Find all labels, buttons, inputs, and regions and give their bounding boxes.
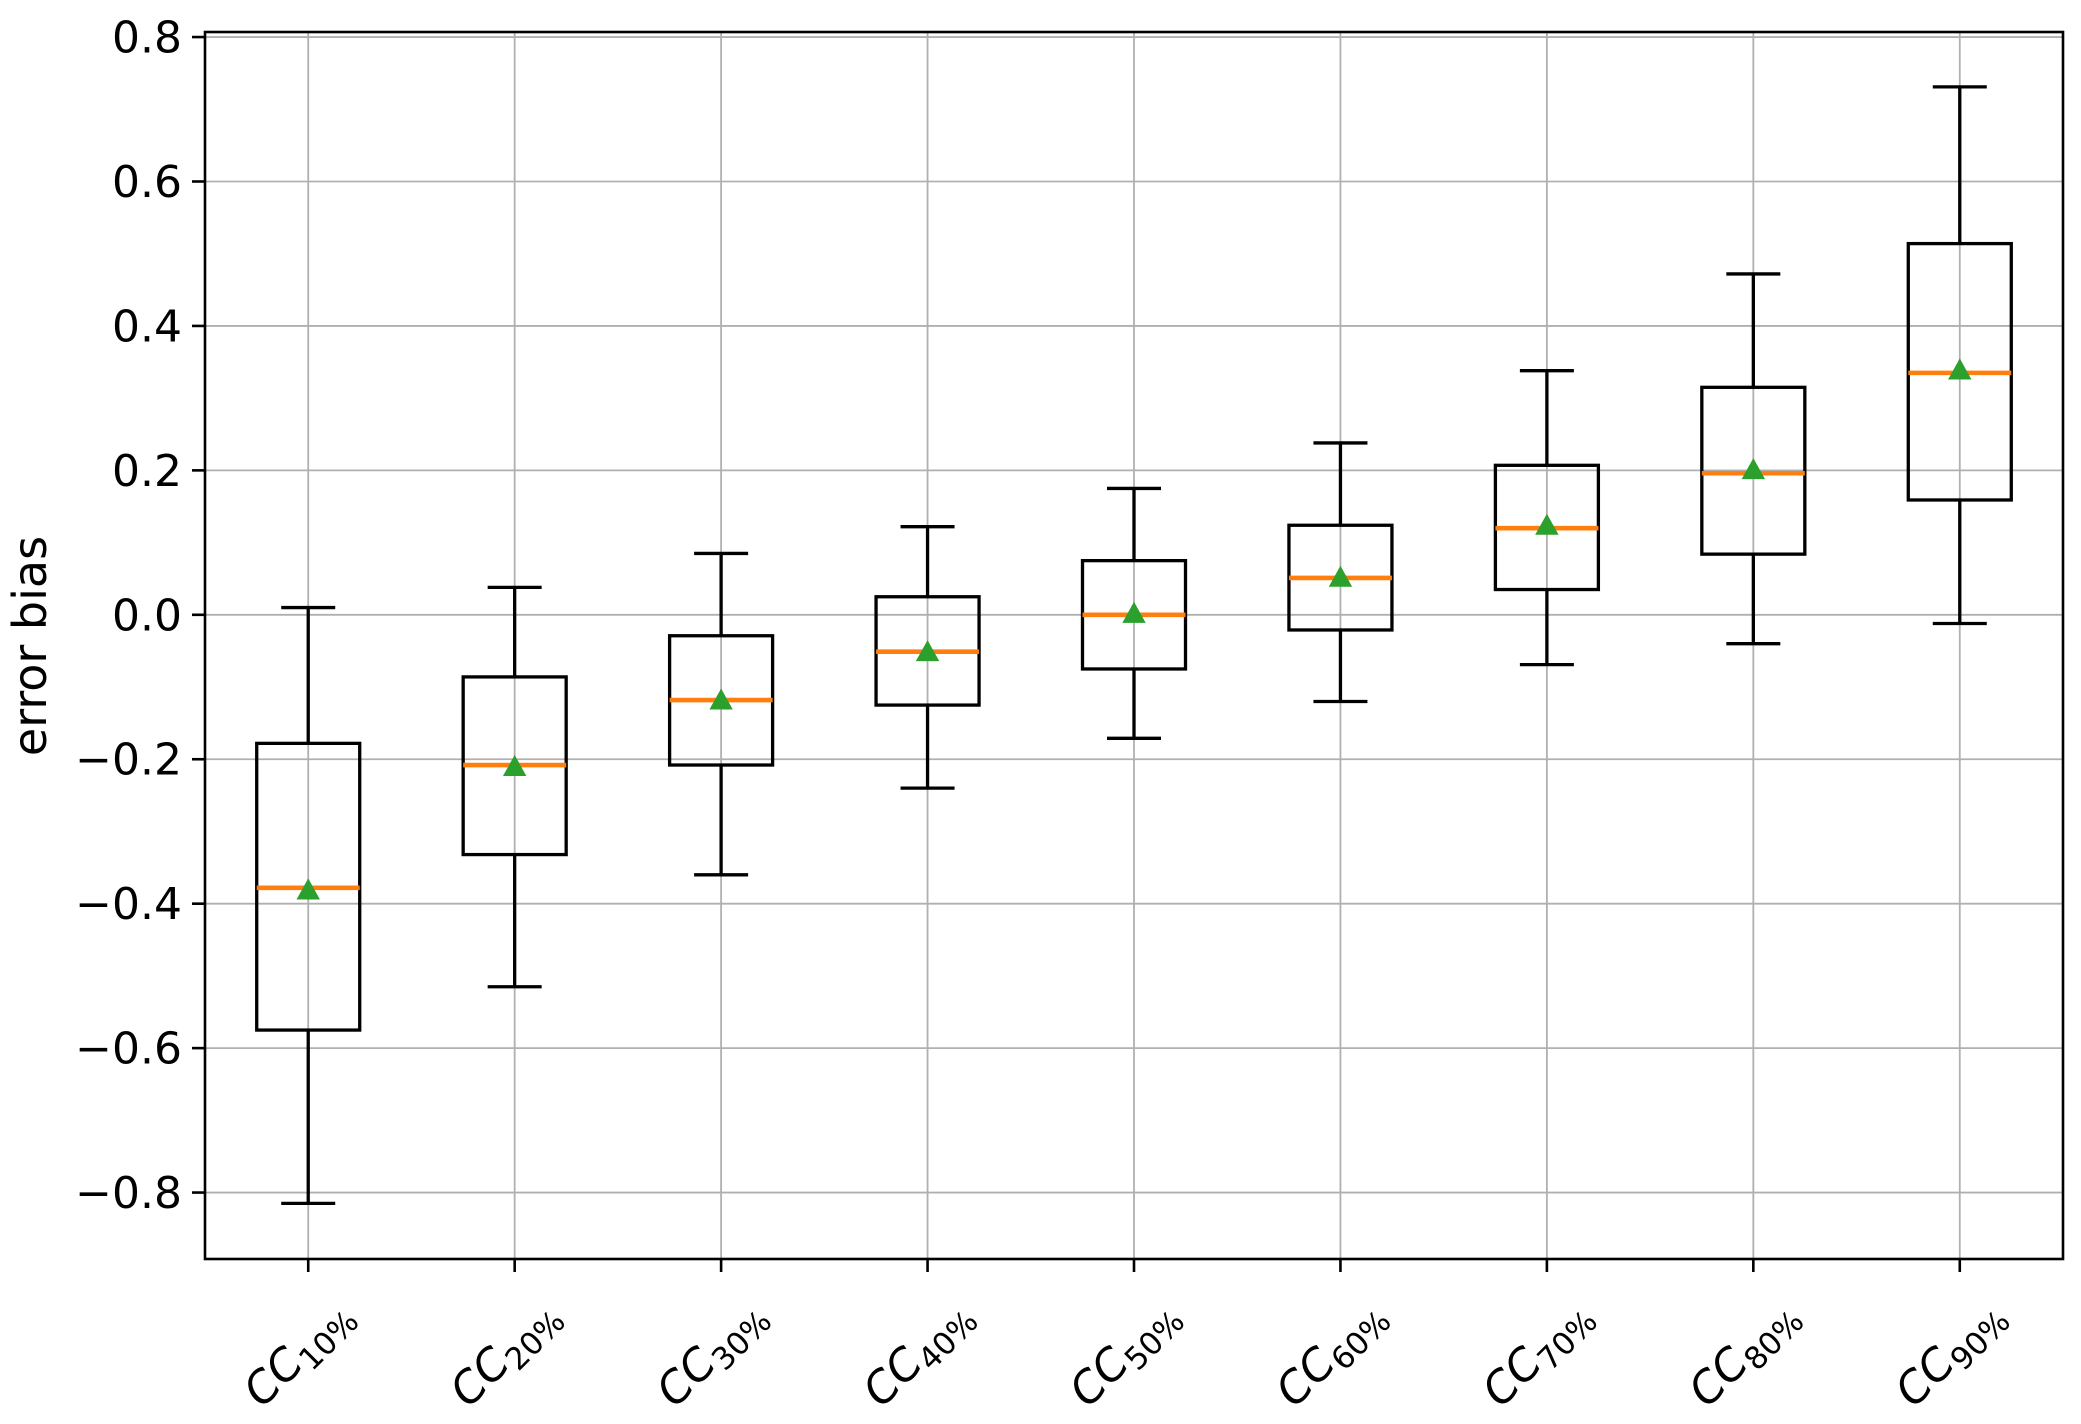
- x-tick-label: CC80%: [1679, 1289, 1811, 1421]
- grid-layer: [205, 32, 2063, 1259]
- box-group-CC30%: [667, 551, 775, 877]
- x-tick-label: CC30%: [647, 1289, 779, 1421]
- mean-marker: [296, 878, 320, 900]
- x-tick-label: CC50%: [1060, 1289, 1192, 1421]
- x-tick-label: CC40%: [853, 1289, 985, 1421]
- tick-marks: [192, 35, 1962, 1272]
- box-group-CC80%: [1700, 272, 1807, 646]
- box-group-CC10%: [255, 605, 362, 1206]
- y-tick-label: −0.8: [75, 1168, 182, 1219]
- y-tick-label: −0.2: [75, 735, 182, 786]
- mean-marker: [709, 688, 733, 710]
- mean-marker: [1948, 358, 1972, 380]
- y-tick-label: 0.2: [112, 446, 182, 497]
- box-group-CC60%: [1287, 441, 1394, 704]
- box-layer: [255, 85, 2013, 1206]
- y-tick-label: −0.4: [75, 879, 182, 930]
- x-tick-label: CC20%: [440, 1289, 572, 1421]
- y-axis-title: error bias: [3, 536, 57, 756]
- y-tick-label: 0.8: [112, 13, 182, 64]
- mean-marker: [1122, 601, 1146, 623]
- mean-marker: [1535, 513, 1559, 535]
- mean-marker: [1741, 458, 1766, 480]
- box-group-CC50%: [1080, 486, 1188, 740]
- x-tick-label: CC70%: [1472, 1289, 1604, 1421]
- mean-marker: [915, 640, 940, 662]
- mean-marker: [1328, 565, 1353, 587]
- iqr-box: [1700, 385, 1807, 556]
- x-tick-label: CC90%: [1885, 1289, 2017, 1421]
- y-tick-label: 0.0: [112, 590, 182, 641]
- box-group-CC70%: [1493, 369, 1601, 667]
- box-group-CC20%: [461, 585, 568, 989]
- box-group-CC90%: [1906, 85, 2013, 626]
- mean-marker: [502, 754, 527, 776]
- axis-labels: error bias 0.8 0.6 0.4 0.2 0.0 −0.2 −0.4 −0.6 −0…: [3, 13, 2018, 1421]
- x-tick-label: CC10%: [234, 1289, 366, 1421]
- y-tick-label: −0.6: [75, 1024, 182, 1075]
- x-tick-label: CC60%: [1266, 1289, 1398, 1421]
- y-tick-label: 0.6: [112, 157, 182, 208]
- y-tick-label: 0.4: [112, 301, 182, 352]
- box-group-CC40%: [874, 525, 981, 790]
